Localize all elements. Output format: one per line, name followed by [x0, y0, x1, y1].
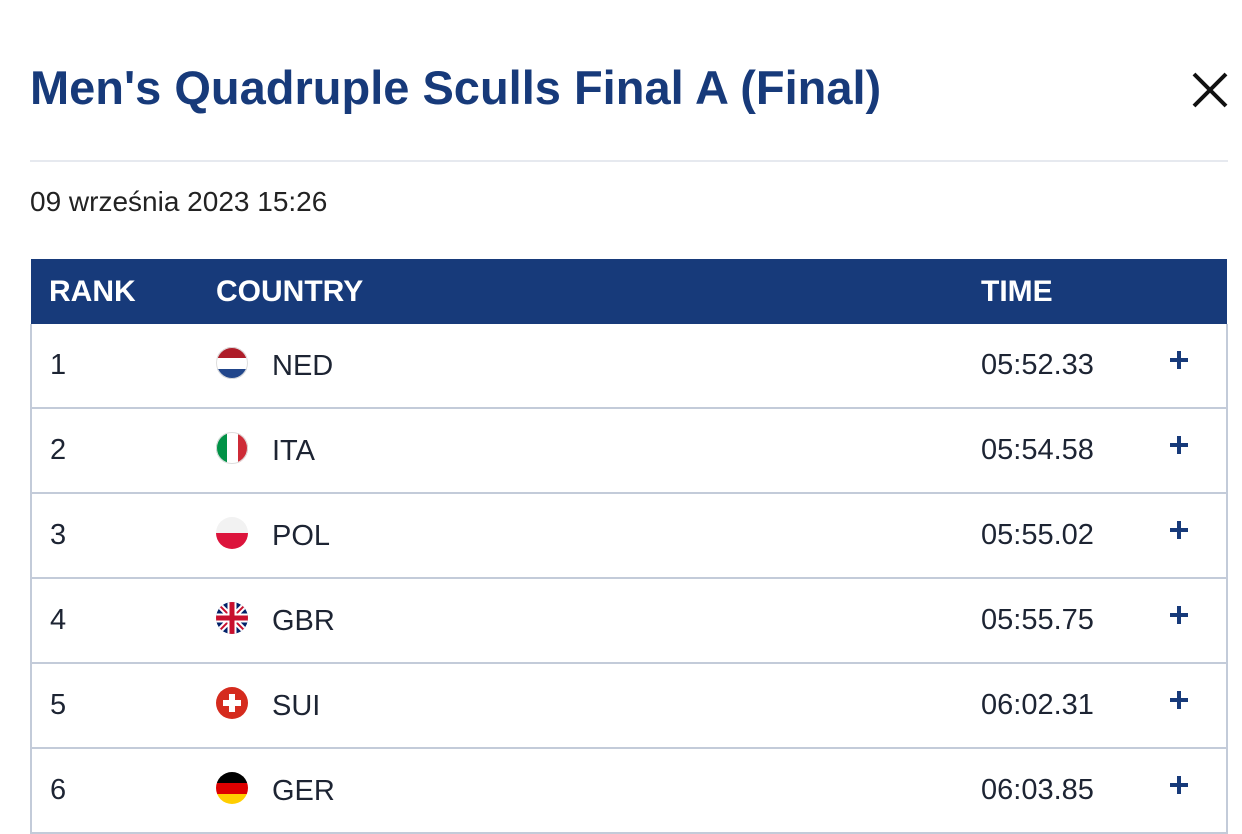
divider	[30, 160, 1228, 162]
time-cell: 06:02.31	[966, 663, 1167, 749]
flag-icon	[216, 347, 248, 379]
time-cell: 06:03.85	[966, 748, 1167, 834]
column-header: TIME	[966, 259, 1167, 324]
result-row: 2 ITA 05:54.58	[30, 408, 1228, 494]
column-header-spacer	[1167, 259, 1227, 324]
rank-cell: 2	[30, 408, 198, 494]
country-code: SUI	[272, 689, 321, 722]
expand-button[interactable]	[1169, 605, 1189, 625]
rank-cell: 5	[30, 663, 198, 749]
country-code: NED	[272, 349, 334, 382]
expand-cell	[1167, 408, 1228, 494]
rank-cell: 4	[30, 578, 198, 664]
country-code: GER	[272, 774, 335, 807]
country-cell: ITA	[198, 408, 966, 494]
country-code: ITA	[272, 434, 315, 467]
result-row: 1 NED 05:52.33	[30, 324, 1228, 409]
result-row: 3 POL 05:55.02	[30, 493, 1228, 579]
flag-icon	[216, 687, 248, 719]
result-row: 4 GBR 05:55.75	[30, 578, 1228, 664]
expand-button[interactable]	[1169, 350, 1189, 370]
expand-button[interactable]	[1169, 520, 1189, 540]
result-row: 5 SUI 06:02.31	[30, 663, 1228, 749]
country-code: GBR	[272, 604, 335, 637]
column-header: RANK	[31, 259, 198, 324]
expand-button[interactable]	[1169, 775, 1189, 795]
close-button[interactable]	[1190, 70, 1230, 110]
expand-cell	[1167, 663, 1228, 749]
race-date: 09 września 2023 15:26	[30, 186, 328, 217]
rank-cell: 1	[30, 324, 198, 409]
country-cell: GBR	[198, 578, 966, 664]
time-cell: 05:55.02	[966, 493, 1167, 579]
expand-button[interactable]	[1169, 690, 1189, 710]
rank-cell: 6	[30, 748, 198, 834]
expand-cell	[1167, 578, 1228, 664]
modal-title: Men's Quadruple Sculls Final A (Final)	[30, 61, 882, 114]
time-cell: 05:52.33	[966, 324, 1167, 409]
flag-icon	[216, 602, 248, 634]
rank-cell: 3	[30, 493, 198, 579]
table-header: RANK COUNTRY TIME	[31, 259, 1227, 324]
flag-icon	[216, 432, 248, 464]
expand-cell	[1167, 748, 1228, 834]
country-cell: NED	[198, 324, 966, 409]
expand-button[interactable]	[1169, 435, 1189, 455]
expand-cell	[1167, 493, 1228, 579]
results-table: RANK COUNTRY TIME 1 NED 05:52.33 2 ITA 05:54.58…	[30, 259, 1228, 834]
country-code: POL	[272, 519, 331, 552]
time-cell: 05:54.58	[966, 408, 1167, 494]
country-cell: GER	[198, 748, 966, 834]
expand-cell	[1167, 324, 1228, 409]
flag-icon	[216, 517, 248, 549]
time-cell: 05:55.75	[966, 578, 1167, 664]
result-row: 6 GER 06:03.85	[30, 748, 1228, 834]
flag-icon	[216, 772, 248, 804]
column-header: COUNTRY	[198, 259, 966, 324]
country-cell: SUI	[198, 663, 966, 749]
country-cell: POL	[198, 493, 966, 579]
